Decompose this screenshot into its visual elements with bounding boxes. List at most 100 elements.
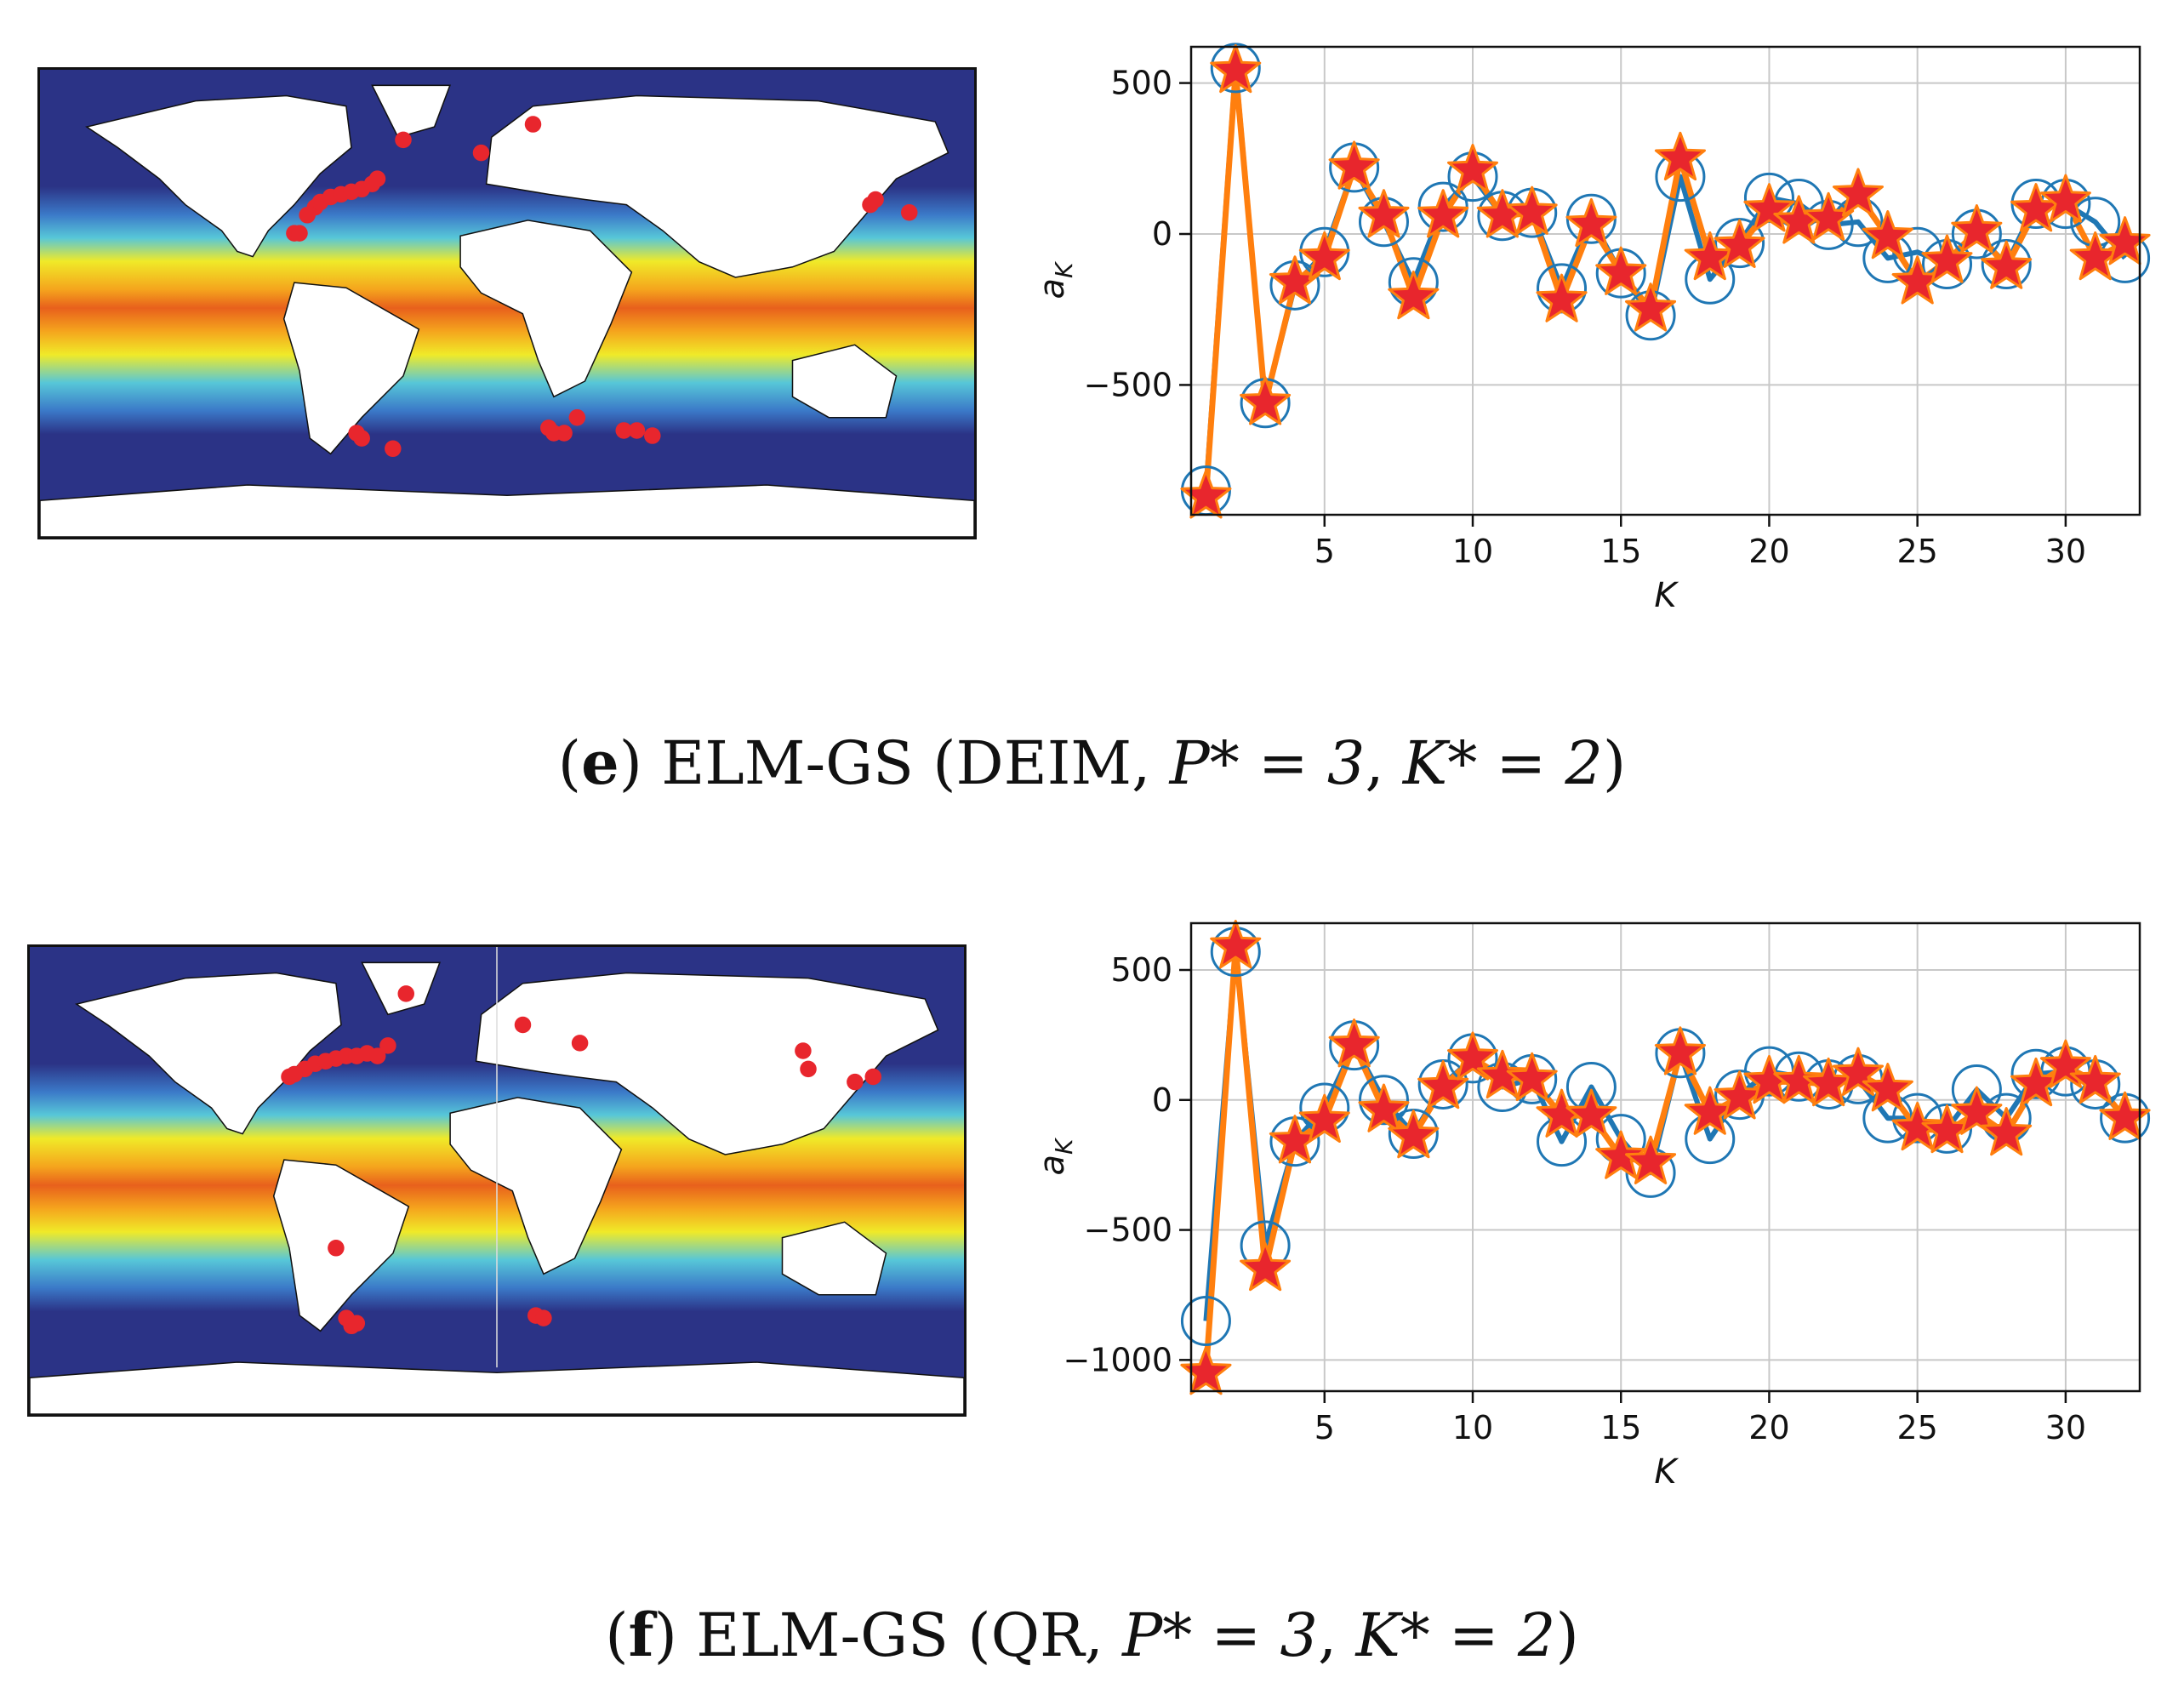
star-marker — [1743, 183, 1795, 232]
circle-marker — [1180, 1296, 1231, 1346]
star-marker — [1180, 470, 1232, 519]
star-marker — [1921, 234, 1973, 283]
sensor-point — [615, 422, 633, 439]
caption-f-label: f — [628, 1600, 654, 1670]
star-marker — [1388, 1110, 1440, 1159]
y-tick-label: 0 — [1152, 215, 1172, 253]
star-marker — [2039, 1039, 2091, 1088]
star-marker — [1625, 282, 1677, 332]
sensor-point — [535, 1309, 552, 1326]
caption-e-pstar: P* = 3 — [1169, 728, 1366, 798]
star-marker — [1298, 1093, 1350, 1143]
x-tick-label: 30 — [2045, 1409, 2086, 1446]
sensor-point — [628, 422, 646, 439]
sensor-point — [397, 985, 415, 1002]
star-marker — [1595, 1130, 1647, 1179]
x-tick-label: 10 — [1452, 1409, 1493, 1446]
sensor-point — [795, 1042, 812, 1059]
y-tick-label: 500 — [1110, 65, 1172, 102]
sensor-point — [556, 425, 573, 442]
star-marker — [1476, 1049, 1528, 1098]
caption-f-method: ELM-GS — [696, 1600, 949, 1670]
x-tick-label: 25 — [1896, 1409, 1937, 1446]
star-marker — [1862, 1063, 1913, 1112]
x-tick-label: 15 — [1600, 1409, 1641, 1446]
sensor-point — [571, 1035, 589, 1052]
star-marker — [1210, 43, 1262, 94]
antarctica — [40, 484, 974, 537]
map-f — [27, 944, 967, 1417]
star-marker — [2039, 174, 2091, 223]
eurasia — [485, 94, 949, 278]
star-marker — [1447, 1031, 1498, 1081]
x-tick-label: 20 — [1748, 1409, 1789, 1446]
star-marker — [1565, 1088, 1617, 1138]
star-marker — [2099, 216, 2151, 265]
sensor-points-f — [281, 985, 882, 1335]
x-tick-label: 5 — [1314, 1409, 1335, 1446]
star-marker — [1951, 1086, 2003, 1135]
caption-e-kstar: K* = 2 — [1402, 728, 1603, 798]
star-marker — [1388, 271, 1440, 320]
plot-area — [1191, 47, 2140, 515]
x-tick-label: 30 — [2045, 533, 2086, 570]
star-marker — [1210, 920, 1262, 969]
sensor-point — [867, 191, 884, 208]
sensor-point — [379, 1037, 396, 1054]
sensor-point — [348, 425, 365, 442]
sensor-point — [847, 1073, 864, 1091]
sensor-point — [385, 440, 402, 458]
x-axis-label: K — [1654, 1452, 1679, 1492]
x-tick-label: 5 — [1314, 533, 1335, 570]
sensor-point — [524, 116, 542, 133]
y-tick-label: −1000 — [1063, 1341, 1172, 1378]
y-tick-label: −500 — [1084, 366, 1172, 403]
star-marker — [1358, 189, 1410, 238]
sensor-point — [864, 1068, 882, 1086]
africa — [449, 1097, 623, 1275]
star-marker — [1240, 1241, 1292, 1292]
north-america — [75, 972, 342, 1135]
caption-f-detail: QR, — [990, 1600, 1123, 1670]
sensor-point — [328, 1240, 345, 1257]
star-marker — [1506, 185, 1558, 235]
star-marker — [2069, 1054, 2121, 1104]
caption-e-detail: DEIM, — [955, 728, 1170, 798]
star-marker — [1298, 231, 1350, 281]
star-marker — [1180, 1346, 1232, 1395]
sensor-point — [348, 1315, 366, 1332]
sensor-point — [514, 1016, 532, 1034]
star-marker — [1654, 1026, 1706, 1075]
y-tick-label: −500 — [1084, 1212, 1172, 1249]
x-tick-label: 10 — [1452, 533, 1493, 570]
chart-f-svg: 5 10 15 20 25 30 −1000 −500 0 500 KaK — [1033, 920, 2151, 1492]
star-marker — [1981, 1107, 2033, 1156]
star-marker — [1595, 246, 1647, 295]
caption-e-method: ELM-GS — [661, 728, 914, 798]
star-marker — [1891, 1101, 1943, 1151]
caption-e-label: e — [581, 727, 619, 798]
greenladn — [371, 84, 452, 139]
plot-frame — [1189, 45, 2141, 516]
x-tick-label: 15 — [1600, 533, 1641, 570]
caption-f-pstar: P* = 3 — [1122, 1600, 1318, 1670]
star-marker — [1417, 189, 1469, 238]
y-axis-label: aK — [1033, 260, 1078, 299]
star-marker — [1625, 1135, 1677, 1184]
star-marker — [1358, 1083, 1410, 1132]
star-marker — [1654, 131, 1706, 181]
world-map-e — [40, 70, 974, 537]
australia — [781, 1221, 887, 1296]
plot-frame — [1189, 921, 2141, 1393]
star-marker — [1951, 204, 2003, 254]
caption-f-kstar: K* = 2 — [1355, 1600, 1556, 1670]
world-map-f — [30, 947, 964, 1414]
sensor-point — [291, 225, 308, 242]
y-axis-label: aK — [1033, 1137, 1078, 1176]
star-marker — [1506, 1052, 1558, 1102]
sensor-point — [368, 170, 386, 187]
caption-e: (e) ELM-GS (DEIM, P* = 3, K* = 2) — [557, 727, 1627, 798]
star-marker — [1981, 240, 2033, 289]
sensor-point — [472, 144, 490, 162]
